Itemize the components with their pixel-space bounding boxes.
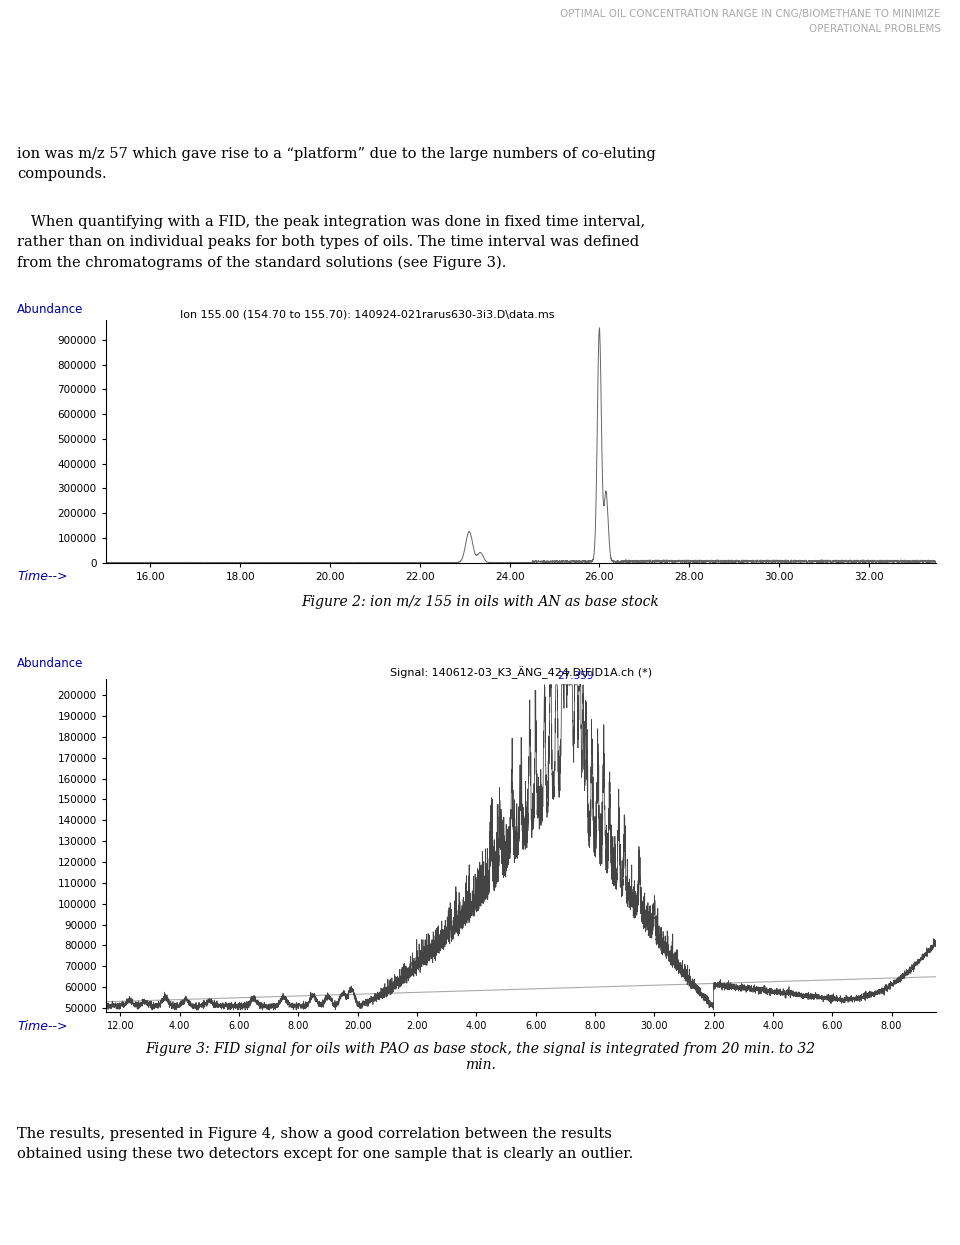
Text: When quantifying with a FID, the peak integration was done in fixed time interva: When quantifying with a FID, the peak in… (17, 215, 645, 270)
Text: Time-->: Time--> (17, 1020, 68, 1032)
Text: Ion 155.00 (154.70 to 155.70): 140924-021rarus630-3i3.D\data.ms: Ion 155.00 (154.70 to 155.70): 140924-02… (180, 309, 555, 319)
Text: ion was m/z 57 which gave rise to a “platform” due to the large numbers of co-el: ion was m/z 57 which gave rise to a “pla… (17, 147, 656, 181)
Text: 27.359: 27.359 (558, 671, 594, 681)
Text: Abundance: Abundance (17, 303, 84, 315)
Text: Abundance: Abundance (17, 657, 84, 670)
Text: Figure 3: FID signal for oils with PAO as base stock, the signal is integrated f: Figure 3: FID signal for oils with PAO a… (145, 1042, 815, 1072)
Text: The results, presented in Figure 4, show a good correlation between the results
: The results, presented in Figure 4, show… (17, 1127, 634, 1160)
Title: Signal: 140612-03_K3_ÄNG_424.D\FID1A.ch (*): Signal: 140612-03_K3_ÄNG_424.D\FID1A.ch … (390, 666, 652, 679)
Text: OPTIMAL OIL CONCENTRATION RANGE IN CNG/BIOMETHANE TO MINIMIZE
OPERATIONAL PROBLE: OPTIMAL OIL CONCENTRATION RANGE IN CNG/B… (561, 9, 941, 34)
Text: Time-->: Time--> (17, 570, 68, 583)
Text: Figure 2: ion m/z 155 in oils with AN as base stock: Figure 2: ion m/z 155 in oils with AN as… (301, 595, 659, 609)
